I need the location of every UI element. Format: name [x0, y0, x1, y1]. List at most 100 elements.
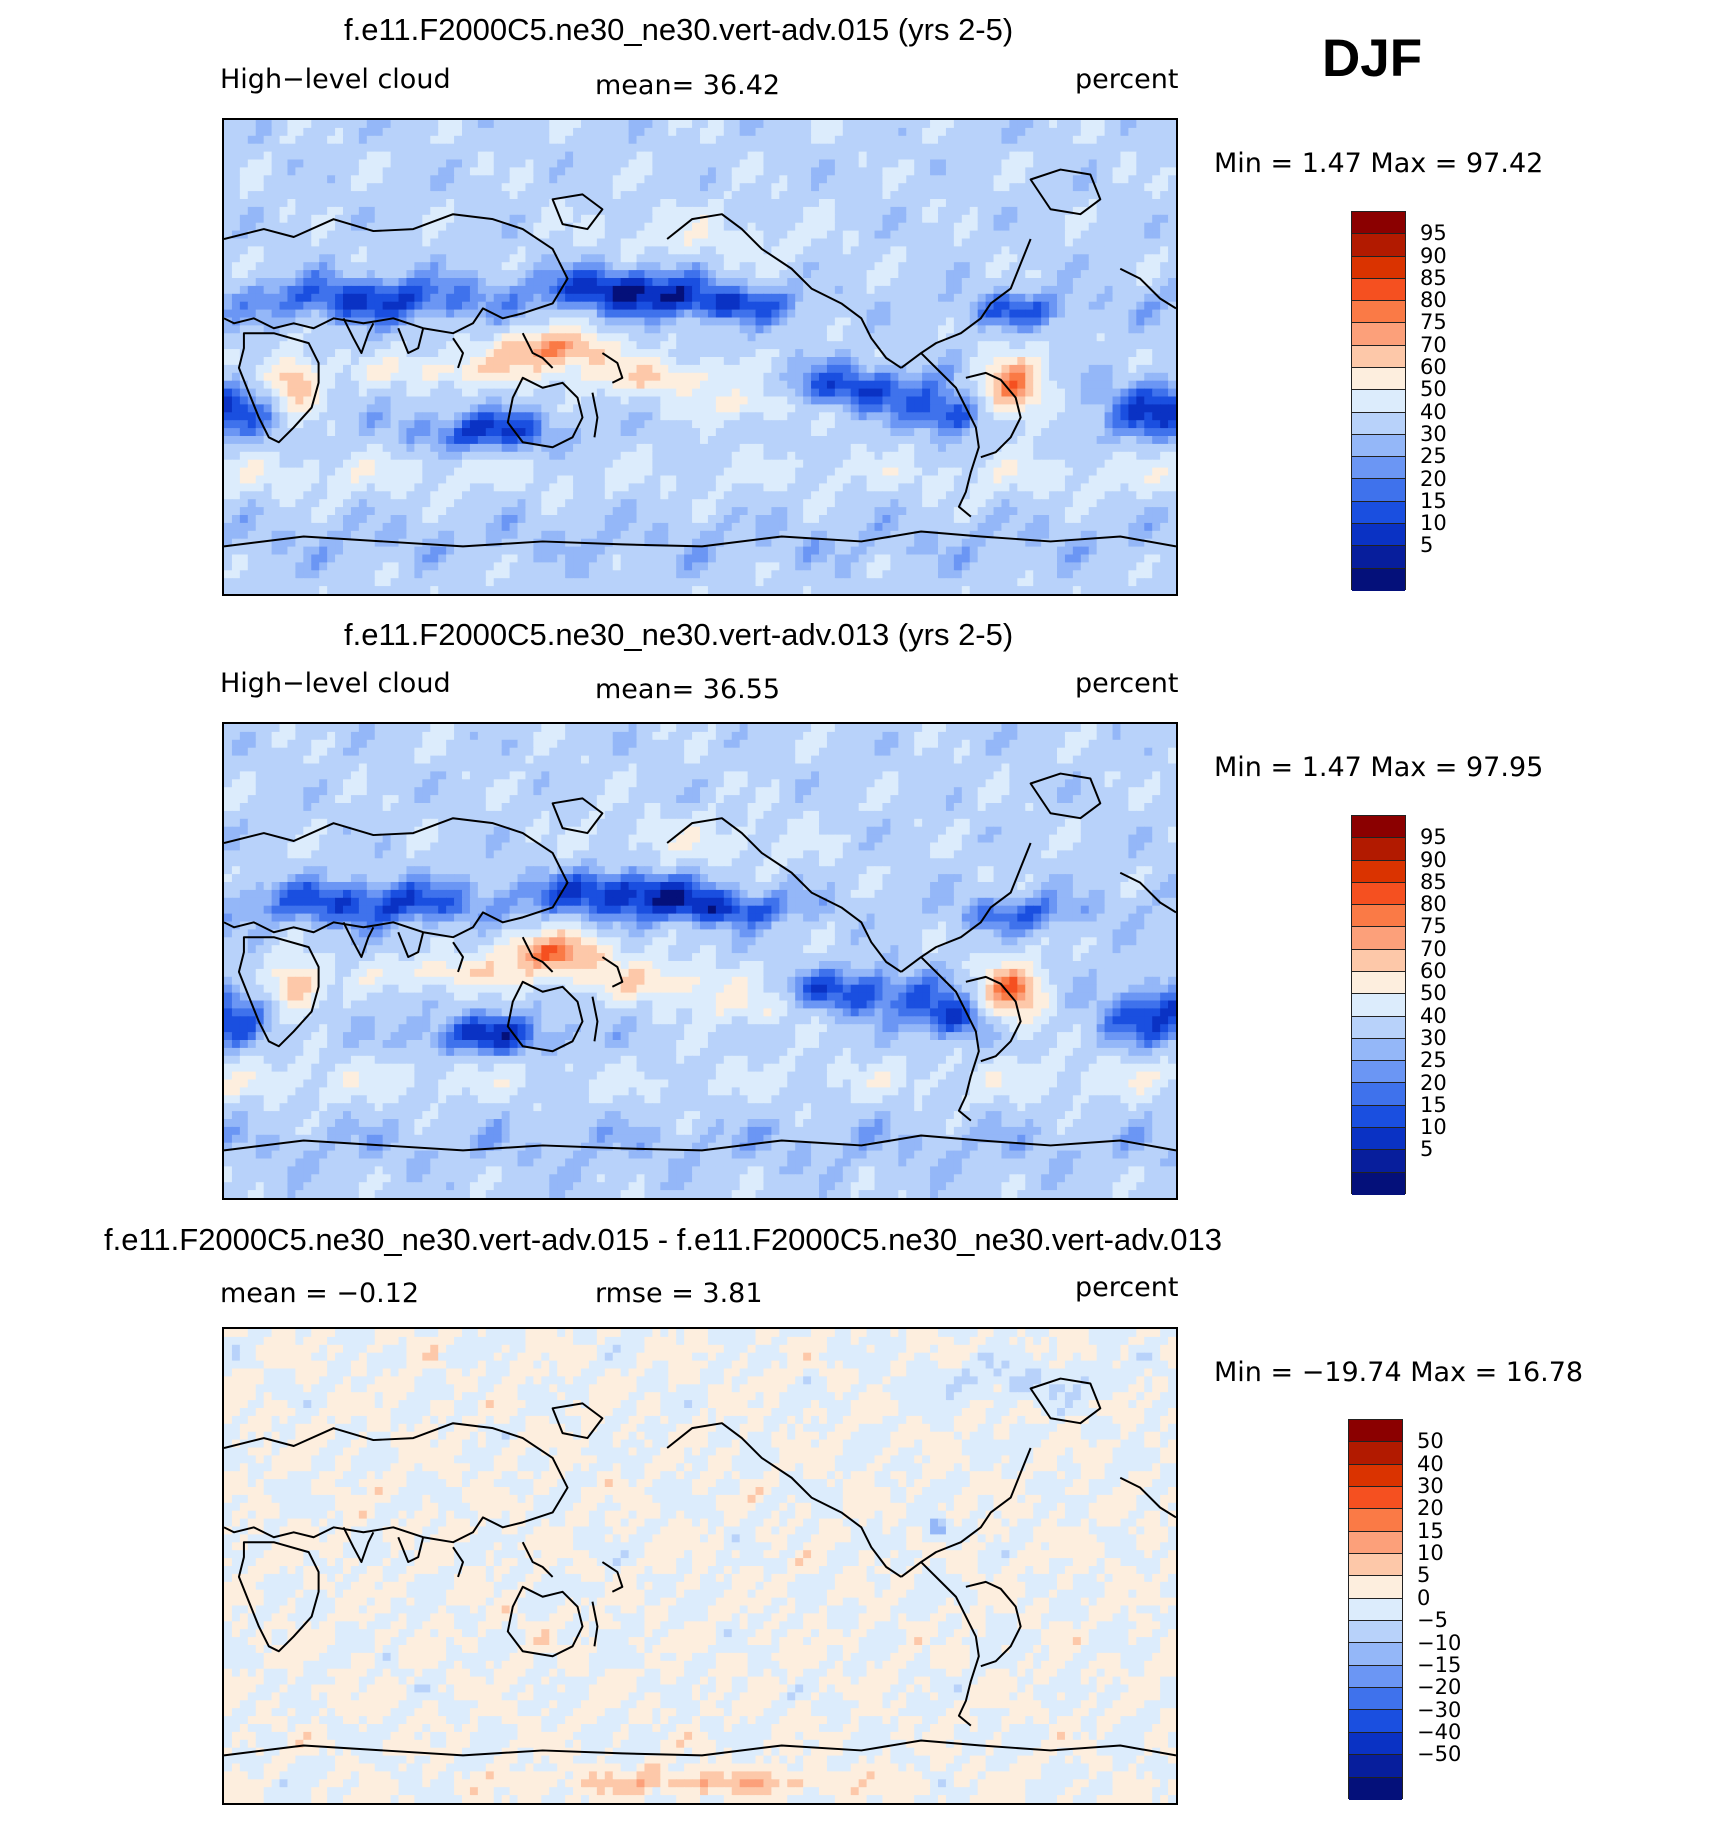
- field-cell: [446, 175, 455, 184]
- field-cell: [581, 349, 590, 358]
- field-cell: [779, 293, 788, 303]
- field-cell: [922, 372, 931, 382]
- field-cell: [374, 364, 384, 374]
- field-cell: [700, 143, 709, 153]
- field-cell: [858, 428, 868, 437]
- field-cell: [525, 175, 534, 184]
- field-cell: [700, 230, 709, 240]
- field-cell: [493, 191, 503, 200]
- field-cell: [874, 120, 884, 129]
- field-cell: [882, 325, 891, 334]
- field-cell: [1160, 404, 1169, 413]
- field-cell: [747, 404, 757, 413]
- field-cell: [1057, 246, 1066, 255]
- field-cell: [1152, 301, 1161, 311]
- field-cell: [382, 277, 392, 287]
- field-cell: [700, 175, 709, 184]
- field-cell: [541, 333, 550, 342]
- field-cell: [826, 238, 836, 247]
- field-cell: [1041, 349, 1050, 358]
- field-cell: [311, 349, 320, 358]
- field-cell: [1152, 222, 1161, 232]
- field-cell: [1009, 270, 1018, 279]
- field-cell: [271, 246, 281, 255]
- field-cell: [231, 277, 241, 287]
- field-cell: [1152, 341, 1161, 350]
- field-cell: [509, 277, 519, 287]
- field-cell: [287, 380, 296, 390]
- field-cell: [573, 262, 582, 271]
- field-cell: [985, 238, 995, 247]
- field-cell: [684, 120, 693, 129]
- field-cell: [922, 191, 931, 200]
- field-cell: [438, 357, 447, 366]
- field-cell: [549, 317, 558, 327]
- field-cell: [588, 159, 598, 168]
- field-cell: [390, 183, 400, 192]
- field-cell: [1144, 420, 1153, 429]
- field-cell: [882, 301, 891, 311]
- field-cell: [477, 167, 487, 176]
- field-cell: [1128, 349, 1137, 358]
- field-cell: [628, 222, 638, 232]
- field-cell: [319, 333, 328, 342]
- field-cell: [477, 443, 487, 453]
- field-cell: [1049, 270, 1058, 279]
- field-cell: [501, 206, 511, 216]
- field-cell: [811, 428, 820, 437]
- field-cell: [684, 127, 693, 137]
- field-cell: [350, 151, 360, 161]
- field-cell: [660, 364, 669, 374]
- field-cell: [882, 230, 891, 240]
- field-cell: [343, 325, 352, 334]
- field-cell: [985, 420, 995, 429]
- field-cell: [287, 262, 296, 271]
- field-cell: [644, 238, 653, 247]
- field-cell: [985, 293, 995, 303]
- field-cell: [422, 388, 431, 398]
- field-cell: [446, 143, 455, 153]
- field-cell: [382, 443, 392, 453]
- field-cell: [239, 412, 249, 421]
- field-cell: [406, 372, 415, 382]
- field-cell: [945, 199, 955, 208]
- field-cell: [493, 127, 503, 137]
- field-cell: [850, 341, 860, 350]
- field-cell: [557, 127, 566, 137]
- field-cell: [1072, 341, 1082, 350]
- field-cell: [803, 341, 812, 350]
- field-cell: [628, 135, 638, 145]
- field-cell: [914, 325, 923, 334]
- field-cell: [343, 285, 352, 295]
- field-cell: [604, 301, 614, 311]
- field-cell: [922, 404, 931, 413]
- field-cell: [1033, 404, 1042, 413]
- field-cell: [271, 143, 281, 153]
- field-cell: [1080, 301, 1090, 311]
- field-cell: [573, 380, 582, 390]
- field-cell: [430, 254, 439, 263]
- field-cell: [890, 412, 899, 421]
- field-cell: [477, 317, 487, 327]
- field-cell: [993, 230, 1003, 240]
- field-cell: [858, 127, 868, 137]
- field-cell: [930, 380, 939, 390]
- field-cell: [390, 191, 400, 200]
- field-cell: [922, 412, 931, 421]
- field-cell: [866, 127, 876, 137]
- field-cell: [787, 127, 796, 137]
- field-cell: [803, 120, 812, 129]
- field-cell: [850, 183, 860, 192]
- field-cell: [438, 325, 447, 334]
- field-cell: [668, 357, 677, 366]
- field-cell: [295, 151, 304, 161]
- field-cell: [1049, 412, 1058, 421]
- field-cell: [636, 436, 646, 445]
- field-cell: [224, 412, 233, 421]
- field-cell: [811, 270, 820, 279]
- field-cell: [652, 404, 661, 413]
- field-cell: [945, 143, 955, 153]
- field-cell: [779, 183, 788, 192]
- field-cell: [271, 341, 281, 350]
- field-cell: [398, 301, 408, 311]
